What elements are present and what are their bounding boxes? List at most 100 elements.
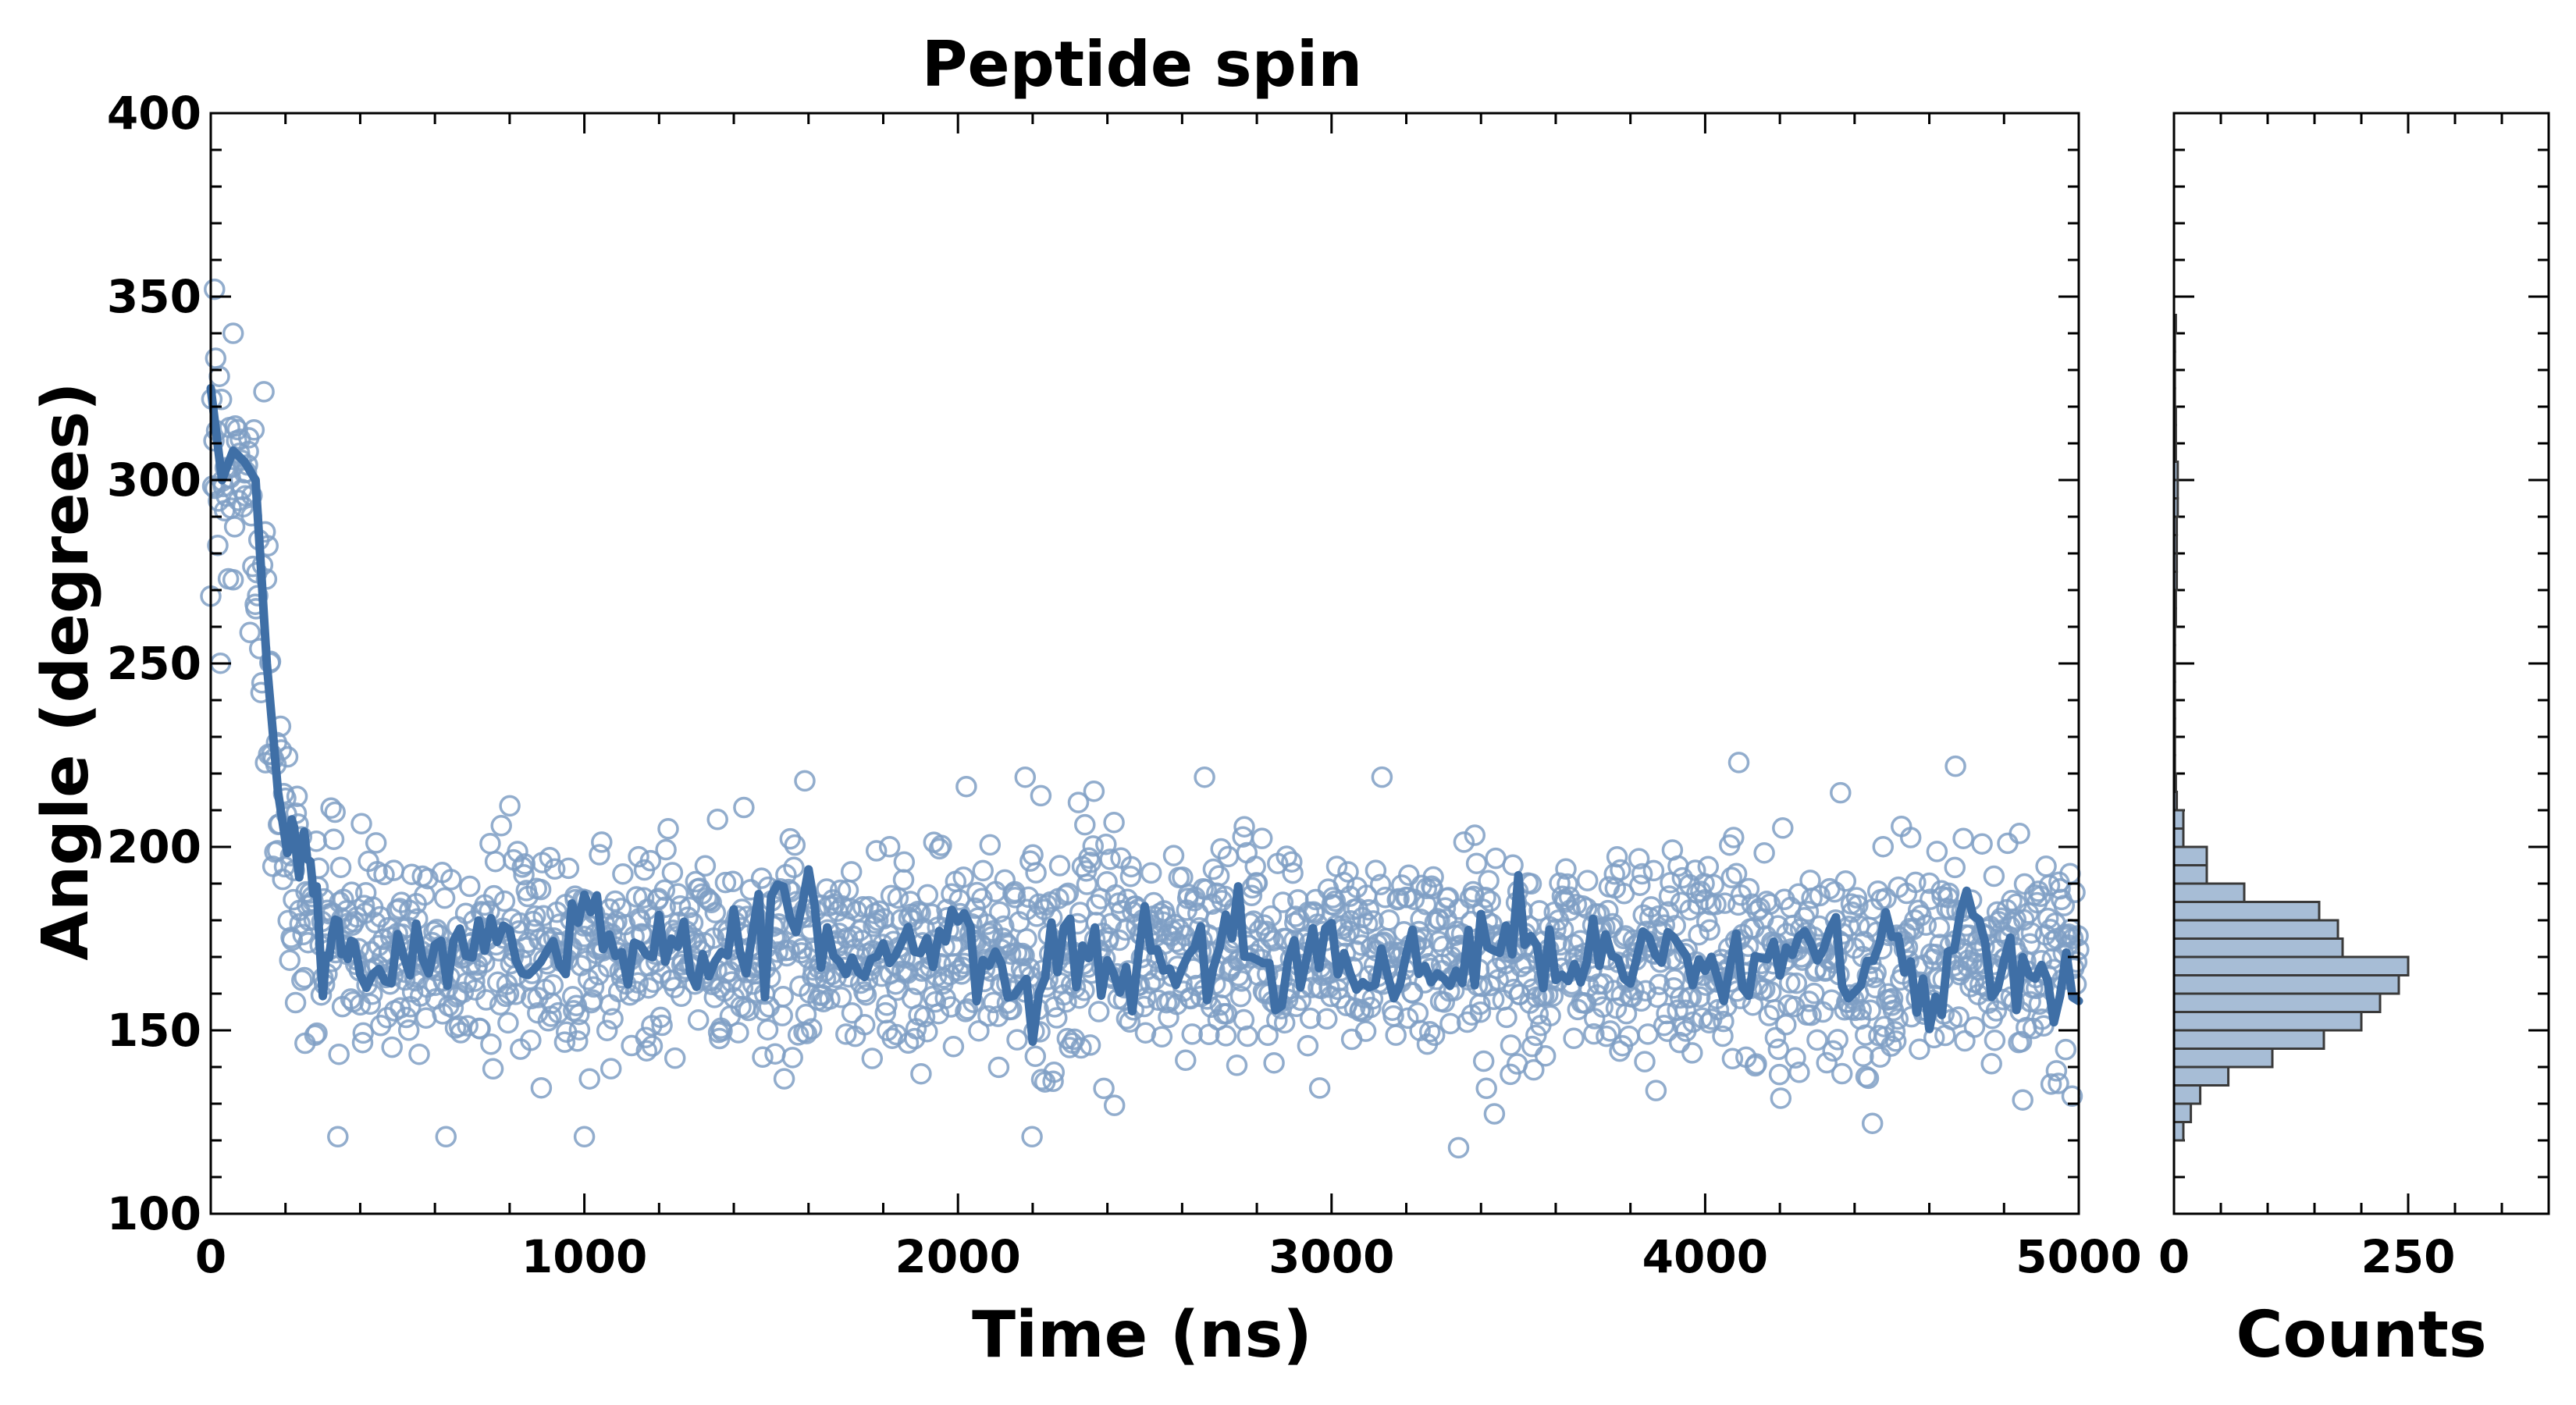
scatter-point [1830, 781, 1852, 804]
scatter-point [1642, 859, 1665, 882]
scatter-point [1215, 1025, 1237, 1047]
scatter-point [1705, 893, 1727, 916]
scatter-point [1371, 766, 1393, 788]
scatter-point [582, 976, 605, 998]
scatter-point [204, 278, 226, 301]
scatter-point [876, 994, 898, 1016]
scatter-point [291, 969, 313, 991]
scatter-point [1727, 752, 1750, 774]
scatter-point [2045, 1060, 2068, 1082]
scatter-point [1251, 827, 1273, 849]
scatter-point [435, 1126, 457, 1148]
scatter-point [482, 884, 505, 907]
scatter-point [286, 785, 308, 807]
scatter-point [1749, 897, 1771, 919]
scatter-point [1439, 1012, 1461, 1035]
scatter-point [1599, 1020, 1621, 1042]
scatter-point [1521, 1035, 1543, 1058]
scatter-point [207, 534, 229, 557]
scatter-point [841, 1001, 863, 1024]
scatter-point [1928, 916, 1951, 939]
scatter-point [2012, 1089, 2033, 1111]
scatter-point [781, 1047, 803, 1069]
scatter-point [373, 863, 395, 886]
histogram-bar [2172, 809, 2185, 830]
scatter-point [1852, 1045, 1874, 1067]
scatter-point [542, 974, 564, 996]
scatter-point [772, 986, 794, 1008]
scatter-point [612, 863, 634, 885]
y-tick-label: 100 [107, 1187, 201, 1240]
scatter-point [942, 1036, 965, 1058]
scatter-point [1423, 1024, 1446, 1047]
scatter-point [1465, 852, 1488, 874]
scatter-point [783, 856, 805, 879]
scatter-point [493, 890, 516, 912]
scatter-point [1861, 1112, 1884, 1134]
scatter-point [1236, 1025, 1258, 1048]
scatter-point [1103, 811, 1125, 834]
scatter-point [1845, 887, 1868, 909]
scatter-point [414, 884, 436, 906]
scatter-point [442, 997, 464, 1019]
scatter-point [328, 1043, 350, 1065]
scatter-point [1229, 985, 1252, 1008]
scatter-point [1169, 919, 1190, 941]
scatter-point [1469, 1001, 1492, 1023]
scatter-point [1036, 894, 1058, 916]
scatter-point [507, 841, 528, 863]
scatter-point [1725, 863, 1748, 885]
scatter-point [1453, 831, 1475, 853]
scatter-point [952, 866, 974, 888]
scatter-point [1304, 902, 1325, 925]
scatter-point [1576, 870, 1599, 891]
scatter-point [1884, 1030, 1907, 1052]
scatter-point [1823, 880, 1845, 903]
scatter-point [1528, 900, 1550, 922]
scatter-point [649, 1006, 672, 1029]
scatter-point [1816, 1051, 1838, 1074]
scatter-point [433, 887, 456, 909]
scatter-point [632, 887, 655, 909]
x-tick-label: 1000 [521, 1230, 647, 1283]
scatter-point [1103, 1094, 1126, 1116]
scatter-point [1557, 873, 1578, 895]
scatter-point [1273, 1012, 1296, 1034]
scatter-point [1374, 887, 1397, 909]
scatter-point [1646, 986, 1669, 1008]
histogram-x-ticks [2172, 113, 2550, 1214]
scatter-point [1926, 841, 1948, 863]
scatter-point [1437, 887, 1460, 909]
scatter-point [1629, 874, 1651, 896]
scatter-point [1525, 1024, 1547, 1047]
scatter-point [1770, 1087, 1792, 1109]
scatter-point [381, 1036, 403, 1058]
scatter-point [417, 867, 439, 890]
histogram-panel: 0 250 [2158, 112, 2550, 1283]
scatter-point [1952, 827, 1974, 849]
scatter-point [1630, 990, 1653, 1012]
scatter-point [1954, 1030, 1976, 1052]
scatter-point [1923, 1026, 1945, 1049]
scatter-point [1983, 865, 2005, 887]
scatter-point [795, 1023, 818, 1044]
histogram-bar [2172, 1048, 2274, 1069]
scatter-point [2005, 909, 2027, 930]
histogram-bar [2172, 845, 2208, 866]
scatter-point [1082, 835, 1105, 857]
scatter-point [1357, 898, 1380, 921]
scatter-point [351, 1031, 374, 1054]
y-tick-label: 300 [107, 454, 201, 507]
scatter-point [639, 849, 662, 872]
scatter-point [1093, 1077, 1115, 1100]
scatter-point [1645, 1080, 1667, 1101]
histogram-bar [2172, 937, 2344, 959]
scatter-point [625, 886, 648, 908]
scatter-point [205, 347, 227, 369]
scatter-point [1834, 870, 1857, 892]
scatter-point [365, 832, 387, 854]
scatter-point [2053, 895, 2076, 916]
scatter-point [669, 895, 692, 917]
scatter-point [253, 381, 275, 403]
